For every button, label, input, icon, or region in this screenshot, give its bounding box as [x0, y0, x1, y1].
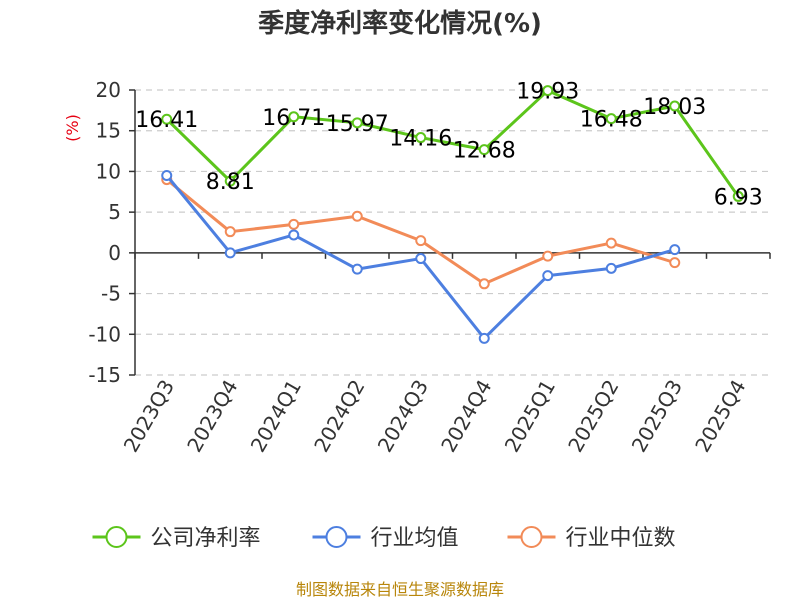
data-point [732, 190, 744, 202]
data-point [669, 244, 681, 256]
source-note: 制图数据来自恒生聚源数据库 [296, 580, 504, 599]
series-lines [161, 85, 744, 344]
data-label: 19.93 [516, 80, 579, 105]
data-label: 6.93 [714, 185, 763, 210]
legend-label: 行业均值 [371, 526, 459, 551]
y-tick-label: 5 [108, 200, 121, 224]
y-axis-label: (%) [63, 114, 82, 142]
legend-marker [325, 526, 348, 548]
legend: 公司净利率 行业均值 行业中位数 [92, 526, 676, 551]
data-point [288, 229, 300, 241]
data-label: 14.16 [389, 127, 452, 152]
data-point [415, 235, 427, 247]
x-tick-label: 2025Q1 [500, 376, 560, 457]
y-tick-label: 20 [96, 78, 121, 102]
y-tick-label: 10 [96, 159, 121, 183]
legend-label: 公司净利率 [151, 526, 261, 551]
data-point [415, 132, 427, 144]
x-tick-label: 2023Q4 [182, 376, 242, 457]
data-point [669, 257, 681, 269]
data-point [351, 263, 363, 275]
data-point [478, 144, 490, 156]
series-line [165, 89, 740, 198]
chart-title: 季度净利率变化情况(%) [258, 8, 542, 39]
data-point [478, 278, 490, 290]
y-tick-label: -15 [88, 363, 121, 387]
legend-marker [520, 526, 543, 548]
x-tick-label: 2023Q3 [119, 376, 179, 457]
data-point [605, 237, 617, 249]
data-point [161, 170, 173, 181]
data-point [224, 247, 236, 259]
legend-label: 行业中位数 [566, 526, 676, 551]
x-tick-labels: 2023Q3 2023Q4 2024Q1 2024Q2 2024Q3 2024Q4 2025… [119, 376, 751, 457]
x-tick-label: 2025Q2 [563, 376, 623, 457]
data-label: 8.81 [206, 170, 255, 195]
y-tick-label: -5 [101, 282, 121, 306]
x-tick-label: 2025Q4 [690, 376, 750, 457]
y-tick-label: -10 [88, 322, 121, 346]
x-tick-label: 2024Q1 [246, 376, 306, 457]
data-point [605, 113, 617, 125]
data-point [161, 113, 173, 125]
x-tick-label: 2024Q4 [436, 376, 496, 457]
data-label: 12.68 [453, 139, 516, 164]
data-point [415, 253, 427, 265]
data-label: 15.97 [326, 112, 389, 137]
data-point [224, 226, 236, 238]
data-point [224, 175, 236, 187]
data-point [542, 270, 554, 282]
legend-marker [105, 526, 128, 548]
data-point [542, 85, 554, 97]
data-label: 16.71 [262, 106, 325, 131]
data-point [605, 262, 617, 274]
x-tick-label: 2024Q3 [373, 376, 433, 457]
data-point [351, 210, 363, 222]
x-tick-label: 2024Q2 [309, 376, 369, 457]
data-point [478, 332, 490, 344]
data-point [351, 117, 363, 129]
y-tick-label: 15 [96, 119, 121, 143]
data-point [288, 218, 300, 230]
y-tick-label: 0 [108, 241, 121, 265]
series-line [165, 178, 676, 286]
data-label: 16.41 [135, 108, 198, 133]
y-tick-labels: 20 15 10 5 0 -5 -10 -15 [88, 78, 121, 387]
data-point [542, 250, 554, 262]
data-label: 18.03 [643, 95, 706, 120]
data-point [669, 100, 681, 112]
data-label: 16.48 [580, 108, 643, 133]
data-point [288, 111, 300, 123]
x-tick-label: 2025Q3 [627, 376, 687, 457]
gridlines [129, 89, 770, 376]
